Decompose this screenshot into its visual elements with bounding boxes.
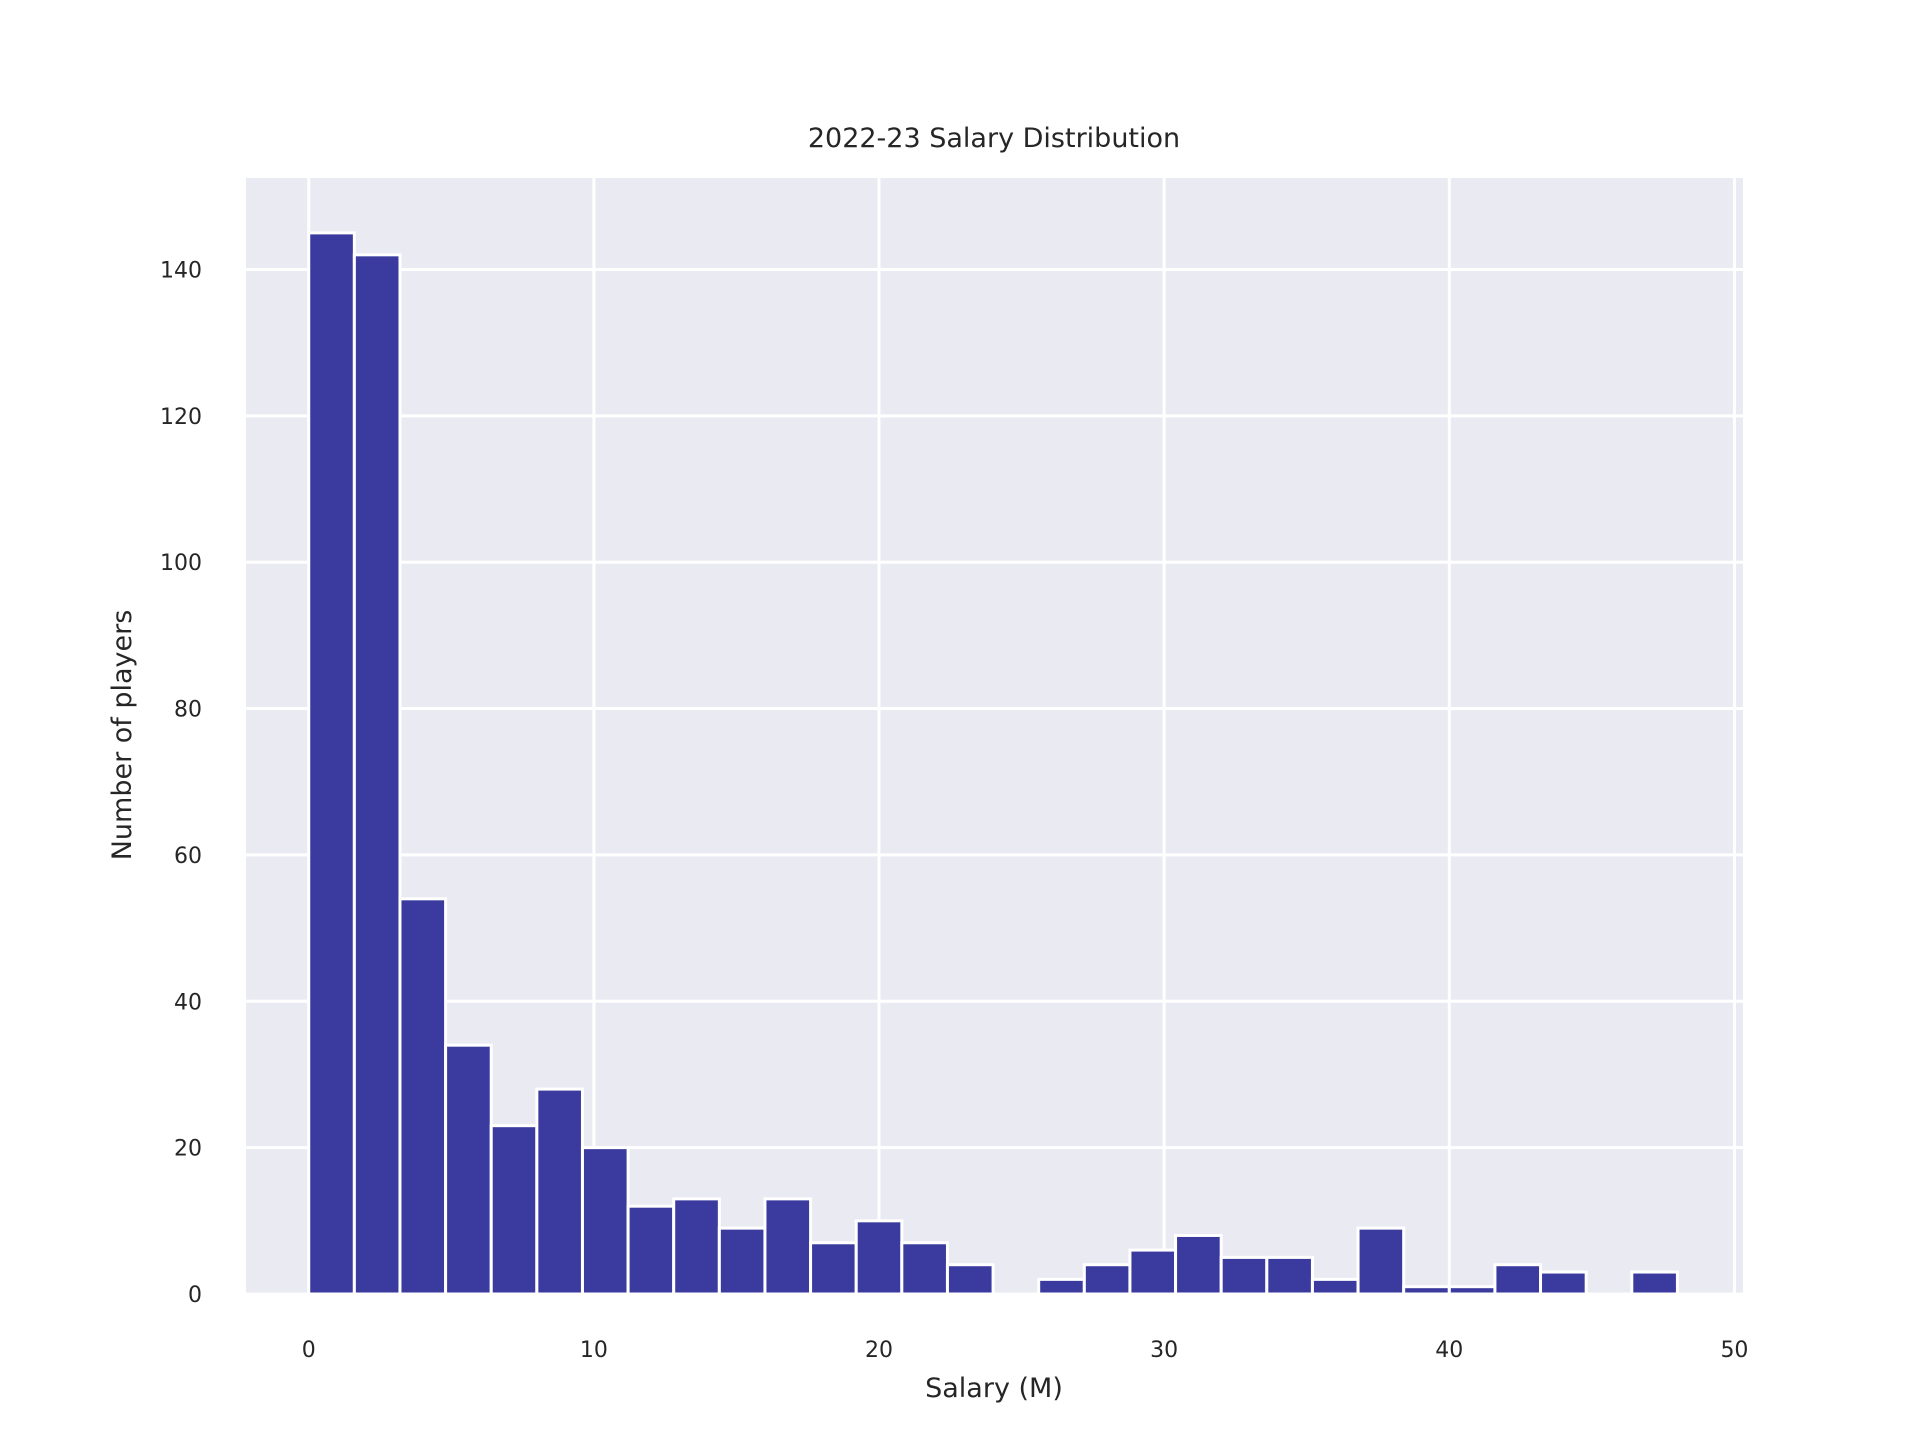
histogram-bar [307,231,356,1296]
histogram-bar [1310,1277,1360,1296]
x-axis-label: Salary (M) [925,1373,1063,1404]
x-tick-label: 30 [1150,1338,1178,1363]
x-tick-label: 20 [865,1338,893,1363]
histogram-bar [854,1219,904,1296]
histogram-bar [809,1241,858,1296]
histogram-bars [307,231,1679,1296]
histogram-bar [1265,1255,1314,1296]
y-tick-label: 80 [174,698,202,723]
x-tick-label: 50 [1720,1338,1748,1363]
x-tick-label: 10 [580,1338,608,1363]
histogram-bar [717,1226,767,1296]
histogram-bar [352,253,402,1296]
histogram-bar [1539,1270,1588,1296]
histogram-bar [1630,1270,1679,1296]
y-tick-label: 100 [160,551,202,576]
histogram-bar [672,1197,721,1296]
histogram-bar [444,1043,493,1296]
histogram-bar [580,1146,630,1296]
y-tick-label: 40 [174,990,202,1015]
y-axis-ticks: 0 20 40 60 80 100 120 140 [160,258,202,1308]
histogram-bar [398,897,448,1296]
histogram-bar [763,1197,813,1296]
chart-title: 2022-23 Salary Distribution [808,123,1180,154]
histogram-bar [945,1263,995,1296]
histogram-bar [900,1241,949,1296]
x-axis-ticks: 0 10 20 30 40 50 [302,1338,1749,1363]
y-tick-label: 20 [174,1137,202,1162]
histogram-bar [1128,1248,1178,1296]
histogram-bar [1447,1285,1497,1296]
histogram-bar [1082,1263,1132,1296]
histogram-bar [1037,1277,1086,1296]
histogram-bar [1493,1263,1543,1296]
plot-background [246,178,1743,1294]
y-tick-label: 120 [160,405,202,430]
histogram-bar [626,1204,676,1296]
histogram-bar [1402,1285,1451,1296]
histogram-bar [489,1124,539,1296]
histogram-bar [1219,1255,1269,1296]
y-axis-label: Number of players [107,610,138,861]
x-tick-label: 0 [302,1338,316,1363]
y-tick-label: 0 [188,1283,202,1308]
histogram-bar [1174,1233,1223,1296]
y-tick-label: 140 [160,258,202,283]
histogram-bar [535,1087,584,1296]
x-tick-label: 40 [1435,1338,1463,1363]
y-tick-label: 60 [174,844,202,869]
histogram-bar [1356,1226,1406,1296]
